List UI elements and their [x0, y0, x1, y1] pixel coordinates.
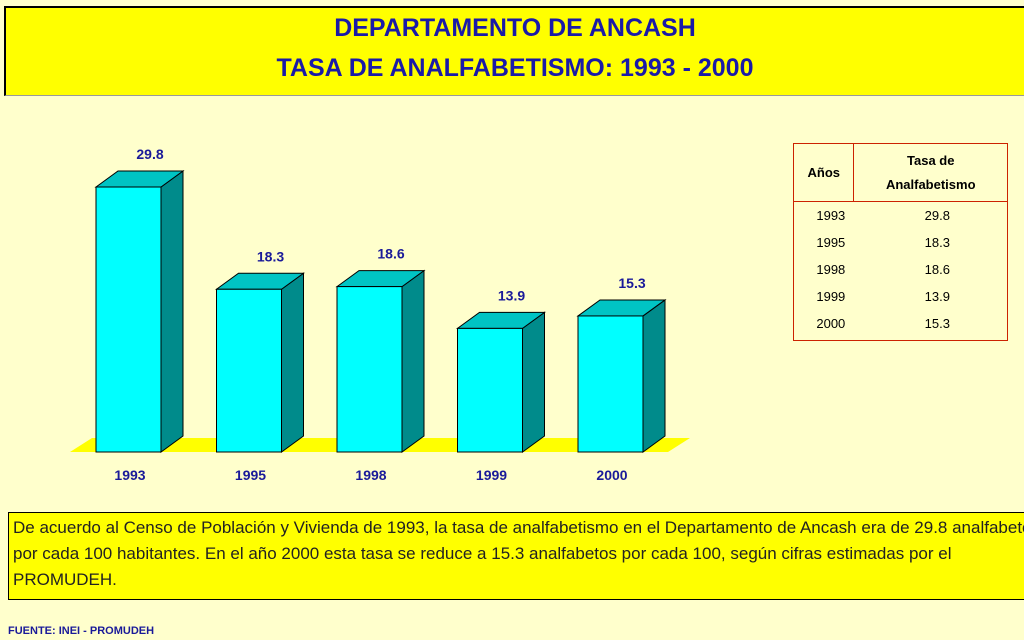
bar-side [160, 170, 184, 453]
bar [576, 298, 667, 453]
value-label: 18.3 [257, 248, 284, 264]
table-cell: 1995 [816, 235, 846, 250]
bar-front [95, 186, 162, 453]
table-cell: 18.6 [924, 262, 950, 277]
table-cell: 18.3 [924, 235, 950, 250]
table-cell: 29.8 [924, 208, 950, 223]
title-line: DEPARTAMENTO DE ANCASH [334, 14, 696, 42]
table-cell: 13.9 [924, 289, 950, 304]
x-tick-label: 2000 [596, 467, 627, 483]
table-row: 1995 18.3 [794, 229, 1007, 256]
data-table: Años Tasa de Analfabetismo 1993 29.8 1995 1… [793, 143, 1008, 341]
table-cell: 1999 [816, 289, 846, 304]
title-band: DEPARTAMENTO DE ANCASH TASA DE ANALFABET… [4, 6, 1024, 96]
source: FUENTE: INEI - PROMUDEH [8, 625, 155, 637]
table-row: 1998 18.6 [794, 256, 1007, 283]
bar [214, 272, 306, 453]
bar [94, 170, 185, 453]
table-body: 1993 29.8 1995 18.3 1998 18.6 1999 13.9 2000 15.3 [794, 202, 1007, 337]
bar-front [457, 327, 523, 453]
value-label: 15.3 [618, 275, 645, 291]
x-tick-label: 1993 [114, 467, 145, 483]
bar-front [336, 286, 403, 453]
value-label: 29.8 [136, 146, 163, 162]
value-label: 13.9 [498, 287, 525, 303]
x-tick-label: 1998 [355, 467, 386, 483]
table-cell: 1993 [816, 208, 846, 223]
chart: 29.8 1993 18.3 1995 18.6 1998 13.9 1999 15.3 2000 [70, 146, 690, 483]
bar [335, 269, 426, 453]
table-row: 1993 29.8 [794, 202, 1007, 229]
bar-side [281, 272, 304, 453]
bar-side [401, 269, 425, 453]
bar-side [522, 311, 545, 453]
bar-front [216, 288, 282, 453]
table-cell: 2000 [816, 316, 846, 331]
table-cell: 1998 [816, 262, 846, 277]
title-line: TASA DE ANALFABETISMO: 1993 - 2000 [276, 54, 754, 82]
x-tick-label: 1995 [235, 467, 266, 483]
bar [455, 311, 547, 453]
table-row: 1999 13.9 [794, 283, 1007, 310]
x-tick-label: 1999 [476, 467, 507, 483]
value-label: 18.6 [377, 246, 404, 262]
table-header: Años Tasa de Analfabetismo [794, 144, 1007, 202]
bar-front [577, 315, 644, 453]
note-text: De acuerdo al Censo de Población y Vivie… [13, 518, 1024, 589]
header-cell: Tasa de Analfabetismo [885, 152, 976, 192]
table-cell: 15.3 [924, 316, 950, 331]
note: De acuerdo al Censo de Población y Vivie… [8, 512, 1024, 600]
table-row: 2000 15.3 [794, 310, 1007, 337]
header-cell: Años [794, 144, 855, 201]
bar-side [642, 298, 666, 453]
